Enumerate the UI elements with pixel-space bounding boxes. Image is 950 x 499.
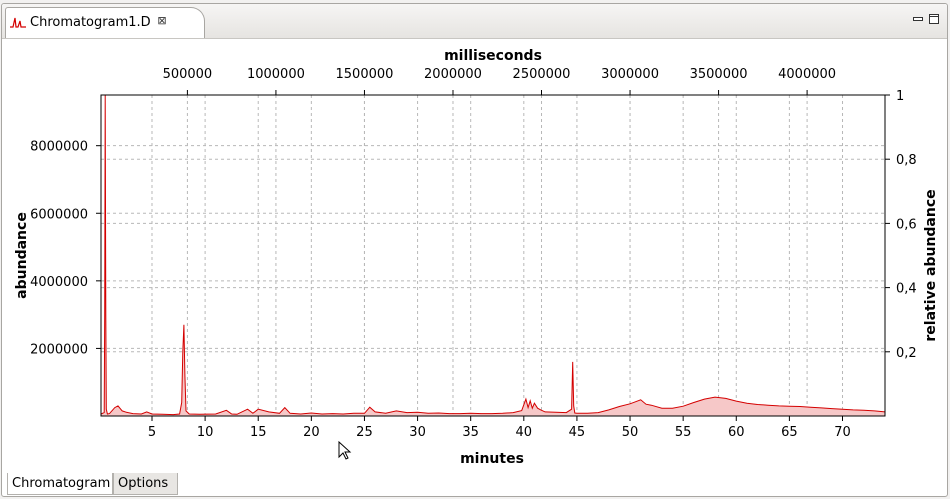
chromatogram-editor-window: Chromatogram1.D ⊠ 5 10 15 20 25 30 35 40 45 50 55 6… xyxy=(1,3,948,497)
x2-tick-label: 4000000 xyxy=(778,67,836,82)
x-tick-label: 50 xyxy=(622,425,639,440)
x-tick-label: 10 xyxy=(197,425,214,440)
editor-tab-bar: Chromatogram1.D ⊠ xyxy=(2,4,947,39)
x2-tick-label: 500000 xyxy=(163,67,213,82)
y2-axis-title: relative abundance xyxy=(923,189,939,341)
y2-tick-label: 1 xyxy=(896,89,904,104)
x-tick-label: 60 xyxy=(728,425,745,440)
x-tick-label: 40 xyxy=(516,425,533,440)
x-tick-label: 25 xyxy=(356,425,373,440)
y-axis-title: abundance xyxy=(14,212,30,299)
x-tick-label: 15 xyxy=(250,425,267,440)
chromatogram-icon xyxy=(10,17,26,28)
y2-tick-label: 0,8 xyxy=(896,153,917,168)
y2-tick-label: 0,6 xyxy=(896,217,917,232)
maximize-icon[interactable] xyxy=(928,13,940,25)
x-tick-label: 35 xyxy=(462,425,479,440)
x2-tick-label: 3000000 xyxy=(601,67,659,82)
x2-tick-label: 3500000 xyxy=(690,67,748,82)
minimize-icon[interactable] xyxy=(912,13,924,25)
x-axis-title: minutes xyxy=(460,451,524,467)
x-tick-label: 70 xyxy=(834,425,851,440)
close-icon[interactable]: ⊠ xyxy=(157,14,167,27)
chromatogram-area xyxy=(101,95,885,416)
tab-chromatogram[interactable]: Chromatogram xyxy=(7,473,113,495)
chromatogram-trace xyxy=(100,94,886,416)
x2-axis-title: milliseconds xyxy=(444,48,542,64)
chromatogram-chart[interactable]: 5 10 15 20 25 30 35 40 45 50 55 60 65 70 500000 1000000… xyxy=(2,4,949,471)
plot-frame xyxy=(100,94,886,417)
y-tick-label: 2000000 xyxy=(30,342,88,357)
y2-tick-label: 0,2 xyxy=(896,346,917,361)
x-tick-label: 20 xyxy=(303,425,320,440)
y-tick-label: 8000000 xyxy=(30,140,88,155)
x2-tick-label: 1000000 xyxy=(247,67,305,82)
x2-tick-label: 2500000 xyxy=(513,67,571,82)
x-tick-label: 30 xyxy=(409,425,426,440)
tab-options[interactable]: Options xyxy=(113,473,178,495)
x-tick-label: 55 xyxy=(675,425,692,440)
y-tick-label: 4000000 xyxy=(30,275,88,290)
tab-label: Chromatogram1.D xyxy=(30,15,151,30)
x-tick-label: 5 xyxy=(148,425,156,440)
grid-lines xyxy=(101,95,885,416)
y-tick-label: 6000000 xyxy=(30,207,88,222)
x2-tick-label: 2000000 xyxy=(424,67,482,82)
tab-chromatogram1[interactable]: Chromatogram1.D ⊠ xyxy=(5,7,205,38)
x-tick-label: 65 xyxy=(781,425,798,440)
x2-tick-label: 1500000 xyxy=(336,67,394,82)
y2-tick-label: 0,4 xyxy=(896,282,917,297)
mouse-pointer-icon xyxy=(338,440,352,460)
x-tick-label: 45 xyxy=(569,425,586,440)
